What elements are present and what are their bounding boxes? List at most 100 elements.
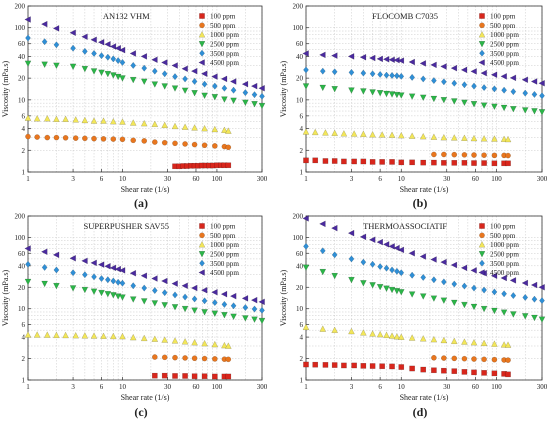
data-point (348, 255, 355, 263)
data-point (481, 160, 487, 166)
data-point (500, 309, 508, 316)
data-point (441, 78, 447, 86)
data-point (383, 71, 390, 79)
data-point (347, 229, 355, 237)
data-point (388, 332, 396, 339)
legend-label: 1000 ppm (490, 31, 519, 39)
data-point (72, 135, 79, 141)
y-tick-label: 1 (22, 169, 26, 177)
data-point (504, 135, 512, 143)
data-point (377, 70, 383, 78)
data-point (211, 94, 219, 101)
data-point (376, 55, 383, 63)
data-point (348, 68, 355, 76)
data-point (360, 363, 367, 369)
y-tick-label: 1 (300, 169, 304, 177)
data-point (211, 310, 219, 318)
y-tick-label: 100 (15, 24, 26, 32)
data-point (151, 275, 158, 282)
series-500-ppm (152, 354, 232, 363)
data-point (347, 53, 355, 60)
data-point (242, 303, 249, 312)
series-3500-ppm (25, 34, 265, 100)
data-point (538, 109, 546, 116)
data-point (258, 317, 266, 325)
data-point (302, 215, 309, 222)
data-point (104, 262, 111, 270)
data-point (451, 368, 458, 374)
data-point (41, 280, 48, 288)
x-tick-label: 300 (537, 383, 548, 391)
data-point (224, 127, 232, 134)
data-point (41, 38, 48, 46)
data-point (408, 249, 415, 257)
legend-marker (198, 30, 206, 38)
data-point (389, 71, 395, 79)
series-4500-ppm (302, 215, 545, 291)
data-point (409, 159, 415, 166)
data-point (191, 355, 198, 362)
data-point (322, 129, 329, 136)
data-point (510, 88, 517, 96)
series-1000-ppm (302, 128, 512, 143)
data-point (118, 46, 126, 54)
data-point (359, 53, 367, 61)
data-point (141, 64, 148, 72)
data-point (491, 288, 498, 296)
data-point (109, 292, 117, 299)
y-tick-label: 4 (300, 334, 304, 342)
data-point (319, 67, 326, 75)
data-point (461, 134, 468, 141)
y-tick-label: 40 (296, 53, 304, 61)
data-point (431, 276, 437, 284)
data-point (182, 141, 188, 147)
data-point (161, 139, 168, 146)
y-tick-label: 10 (18, 96, 26, 104)
data-point (471, 82, 477, 90)
data-point (378, 131, 386, 138)
y-tick-label: 200 (293, 3, 304, 11)
data-point (383, 285, 390, 293)
data-point (350, 130, 358, 137)
legend-marker (478, 41, 486, 48)
data-point (140, 53, 148, 60)
data-point (441, 151, 447, 158)
data-point (500, 72, 507, 80)
data-point (201, 297, 208, 305)
chart-panel-0: 1 3 10 30 100 300 6 60 1 2 4 6 10 20 40 60 100 200 Shear r… (1, 3, 268, 195)
data-point (24, 16, 31, 23)
data-point (182, 293, 188, 301)
data-point (98, 275, 105, 283)
data-point (251, 91, 258, 99)
data-point (25, 34, 31, 42)
legend-label: 100 ppm (210, 223, 236, 231)
data-point (201, 80, 208, 88)
data-point (211, 299, 218, 307)
y-tick-label: 2 (22, 147, 26, 155)
data-point (152, 354, 158, 360)
x-tick-label: 6 (378, 383, 382, 391)
data-point (348, 87, 355, 94)
data-point (69, 29, 76, 37)
data-point (129, 119, 137, 126)
y-tick-label: 4 (22, 334, 26, 342)
data-point (522, 293, 529, 301)
data-point (360, 88, 367, 95)
data-point (538, 316, 546, 323)
legend-label: 2500 ppm (210, 251, 239, 259)
data-point (389, 159, 395, 165)
legend-marker (198, 269, 205, 276)
data-point (152, 372, 158, 379)
data-point (140, 298, 148, 305)
y-axis-label: Viscosity (mPa.s) (1, 269, 10, 326)
data-point (521, 313, 529, 320)
data-point (302, 83, 310, 90)
x-tick-label: 1 (26, 383, 30, 391)
data-point (100, 136, 107, 142)
data-point (480, 135, 488, 142)
data-point (229, 292, 237, 300)
data-point (440, 336, 448, 344)
data-point (161, 83, 169, 90)
y-tick-label: 100 (15, 234, 26, 242)
x-tick-label: 100 (491, 175, 502, 183)
